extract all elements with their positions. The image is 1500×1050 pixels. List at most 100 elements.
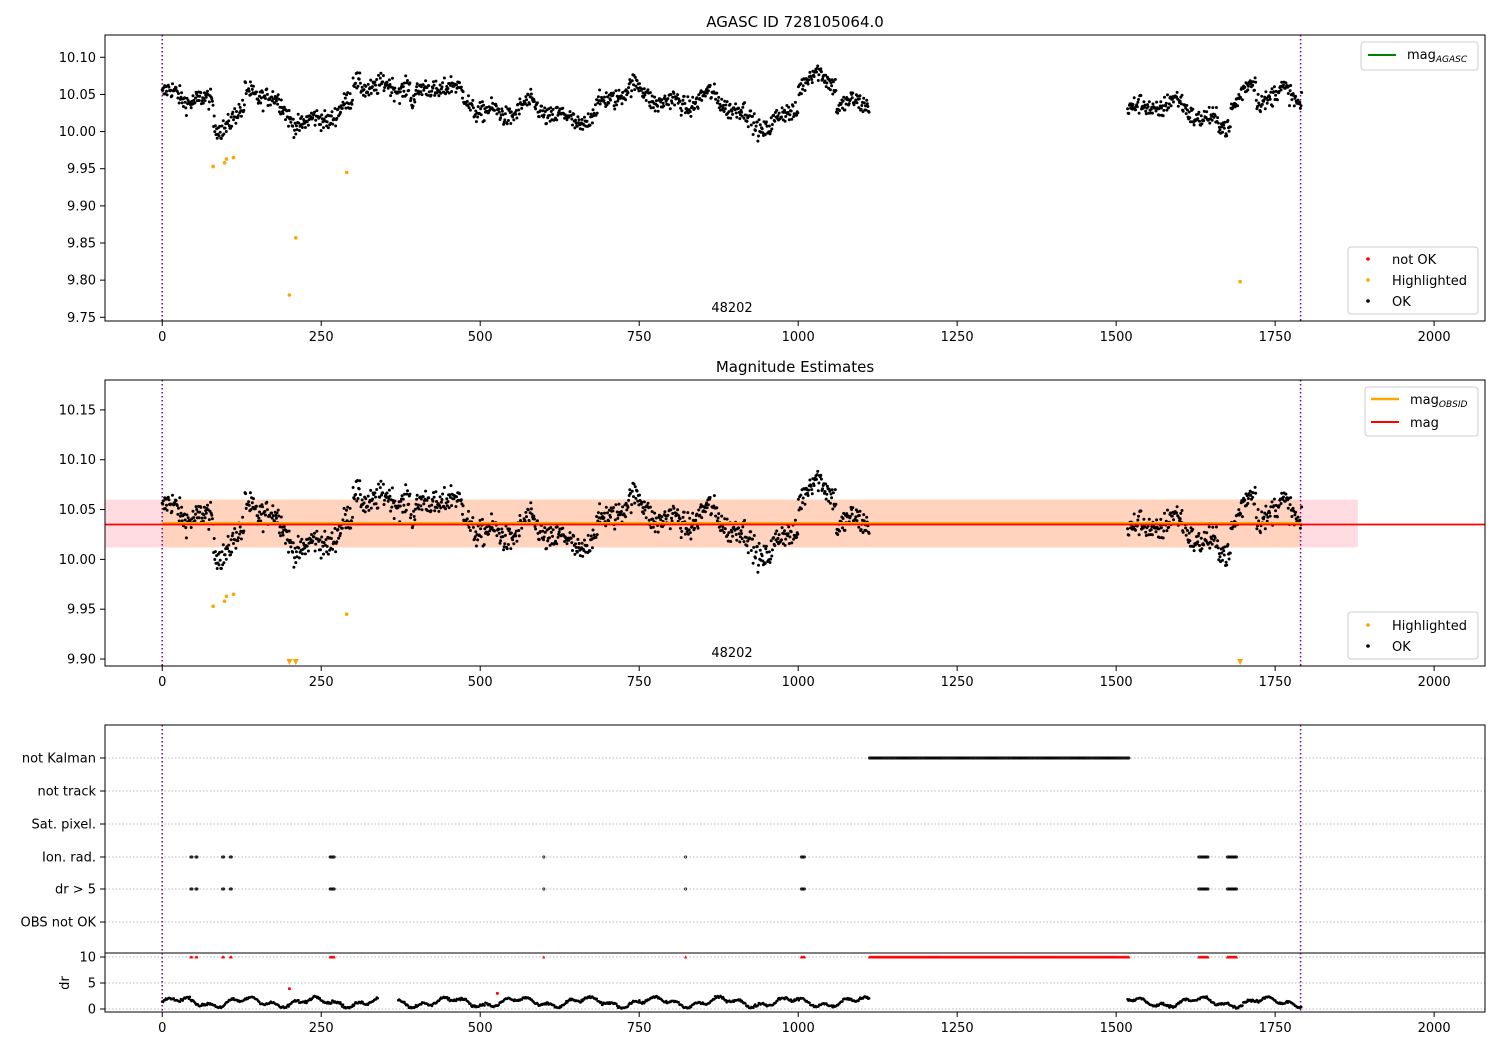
ok-point xyxy=(229,538,233,542)
ok-point xyxy=(757,118,761,122)
ok-point xyxy=(274,514,278,517)
x-tick-label: 500 xyxy=(468,675,493,690)
ok-point xyxy=(525,98,528,102)
ok-point xyxy=(312,113,316,117)
ok-point xyxy=(689,114,693,118)
ok-point xyxy=(371,85,374,89)
ok-point xyxy=(165,503,168,507)
ok-point xyxy=(296,112,300,116)
flag-marker xyxy=(221,855,225,859)
ok-point xyxy=(351,76,355,80)
ok-point xyxy=(630,89,634,93)
ok-point xyxy=(279,112,283,116)
ok-point xyxy=(630,503,634,507)
ok-point xyxy=(679,526,683,530)
ok-point xyxy=(503,533,507,537)
ok-point xyxy=(524,95,528,99)
ok-point xyxy=(1291,506,1295,510)
ok-point xyxy=(1175,95,1178,99)
ok-point xyxy=(851,506,855,510)
ok-point xyxy=(303,546,307,550)
ok-point xyxy=(754,556,757,560)
ok-point xyxy=(297,546,301,550)
ok-point xyxy=(1212,538,1216,542)
ok-point xyxy=(1185,108,1189,112)
ok-point xyxy=(409,99,412,103)
ok-point xyxy=(615,103,619,107)
ok-point xyxy=(1233,524,1237,528)
panel-agasc-points xyxy=(160,64,1304,297)
ok-point xyxy=(344,526,348,530)
ok-point xyxy=(244,492,248,496)
ok-point xyxy=(1280,491,1284,495)
ok-point xyxy=(727,110,731,114)
ok-point xyxy=(1222,553,1226,557)
ok-point xyxy=(1181,109,1185,113)
ok-point xyxy=(348,92,352,96)
ok-point xyxy=(683,532,687,536)
ok-point xyxy=(516,102,520,106)
ok-point xyxy=(625,508,629,512)
ok-point xyxy=(499,116,503,120)
ok-point xyxy=(769,116,773,120)
ok-point xyxy=(1196,534,1200,538)
ok-point xyxy=(287,529,291,533)
ok-point xyxy=(588,549,592,553)
ok-point xyxy=(373,80,377,84)
ok-point xyxy=(773,119,777,123)
ok-point xyxy=(862,96,866,100)
ok-point xyxy=(1135,105,1139,109)
ok-point xyxy=(709,96,713,99)
ok-point xyxy=(1274,509,1278,513)
ok-point xyxy=(186,516,190,520)
ok-point xyxy=(589,112,593,116)
ok-point xyxy=(362,88,366,92)
ok-point xyxy=(548,113,551,117)
ok-point xyxy=(596,519,600,523)
ok-point xyxy=(683,111,687,115)
ok-point xyxy=(676,93,680,97)
ok-point xyxy=(865,515,869,519)
ok-point xyxy=(219,136,223,140)
ok-point xyxy=(337,536,341,540)
ok-point xyxy=(319,556,323,560)
ok-point xyxy=(841,517,845,520)
ok-point xyxy=(632,482,636,486)
ok-point xyxy=(170,94,174,98)
ok-point xyxy=(184,526,188,530)
ok-point xyxy=(378,495,382,499)
ok-point xyxy=(737,106,741,110)
ok-point xyxy=(823,490,827,493)
panel-magnitude-lines xyxy=(105,521,1485,665)
ok-point xyxy=(1149,528,1153,532)
ok-point xyxy=(431,499,435,503)
ok-point xyxy=(315,529,319,533)
ok-point xyxy=(834,502,838,506)
ok-point xyxy=(773,544,777,548)
ok-point xyxy=(1137,533,1141,537)
ok-point xyxy=(595,111,599,115)
ok-point xyxy=(206,503,209,507)
ok-point xyxy=(202,513,206,517)
legend-ok-label: OK xyxy=(1392,295,1411,310)
ok-point xyxy=(450,90,454,93)
ok-point xyxy=(1288,104,1291,108)
panel-magnitude-points xyxy=(160,469,1304,616)
ok-point xyxy=(509,531,513,535)
flag-row-label: dr > 5 xyxy=(55,883,96,898)
ok-point xyxy=(714,97,718,101)
flag-marker xyxy=(194,855,198,859)
ok-point xyxy=(720,97,724,101)
ok-point xyxy=(591,528,595,532)
ok-point xyxy=(446,87,450,90)
ok-point xyxy=(303,552,307,556)
y-tick-label: 9.95 xyxy=(67,162,96,177)
panel-magnitude-title: Magnitude Estimates xyxy=(716,358,874,376)
ok-point xyxy=(1292,104,1296,108)
ok-point xyxy=(1222,549,1226,553)
ok-point xyxy=(263,94,267,98)
ok-point xyxy=(500,530,504,534)
ok-point xyxy=(279,98,283,102)
ok-point xyxy=(770,127,774,131)
ok-point xyxy=(613,527,617,531)
